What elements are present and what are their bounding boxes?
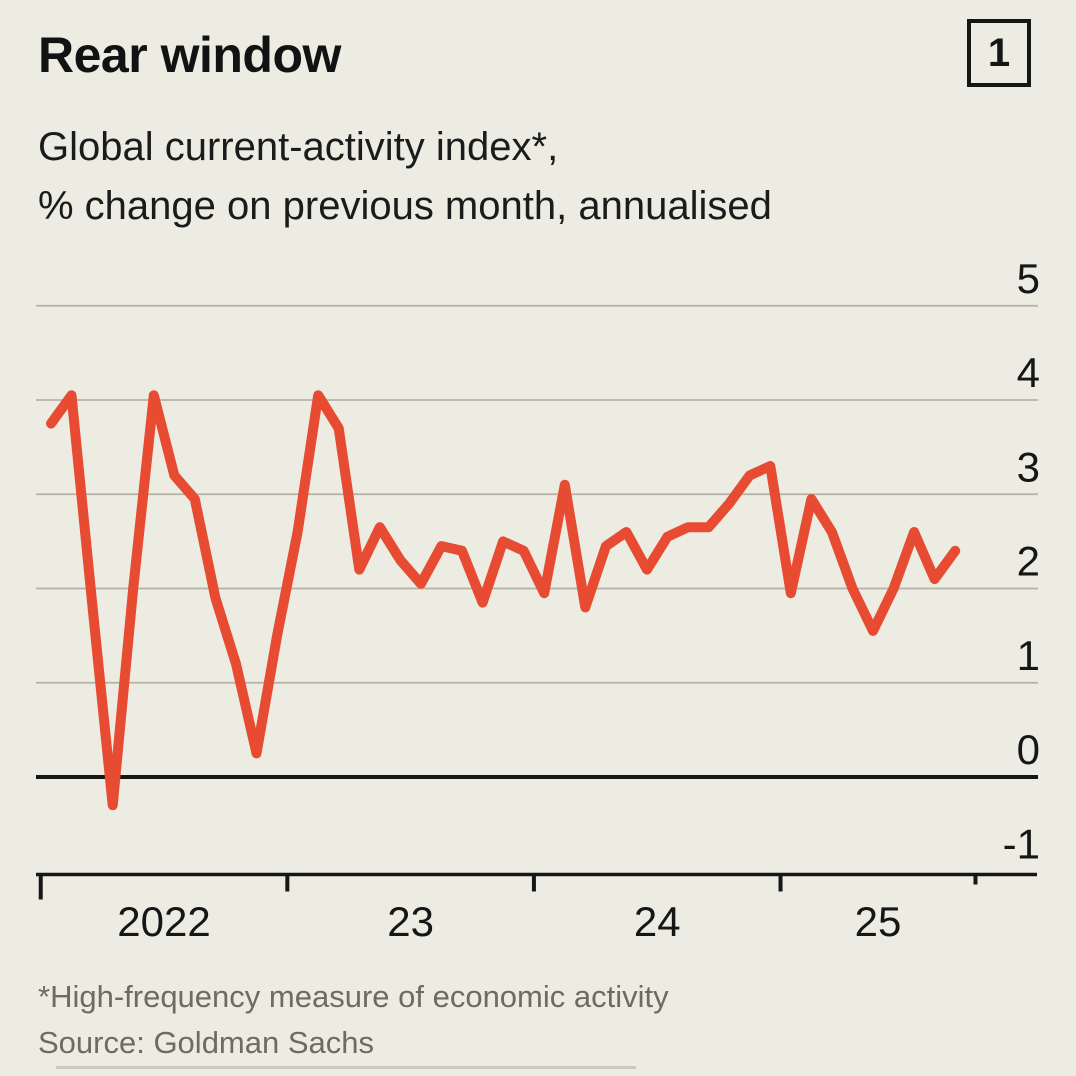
y-tick-label: 5 xyxy=(1017,255,1040,302)
x-tick-label: 23 xyxy=(387,898,434,945)
chart-subtitle: Global current-activity index*, % change… xyxy=(38,118,772,236)
figure-number-badge: 1 xyxy=(967,19,1031,87)
x-tick-label: 2022 xyxy=(117,898,210,945)
y-tick-label: 2 xyxy=(1017,538,1040,585)
figure-number: 1 xyxy=(987,30,1011,75)
y-tick-label: -1 xyxy=(1003,820,1040,867)
activity-index-line xyxy=(46,390,961,811)
x-tick-label: 25 xyxy=(855,898,902,945)
x-tick-label: 24 xyxy=(634,898,681,945)
bottom-edge-strip xyxy=(56,1066,636,1069)
subtitle-line-1: Global current-activity index*, xyxy=(38,125,559,169)
page-title: Rear window xyxy=(38,27,341,83)
subtitle-line-2: % change on previous month, annualised xyxy=(38,184,772,228)
source-line: Source: Goldman Sachs xyxy=(38,1025,375,1060)
y-tick-label: 4 xyxy=(1017,349,1040,396)
y-tick-label: 1 xyxy=(1017,632,1040,679)
y-tick-label: 0 xyxy=(1017,726,1040,773)
y-tick-label: 3 xyxy=(1017,443,1040,490)
footnote: *High-frequency measure of economic acti… xyxy=(38,979,669,1014)
chart-footnotes: *High-frequency measure of economic acti… xyxy=(38,974,669,1066)
